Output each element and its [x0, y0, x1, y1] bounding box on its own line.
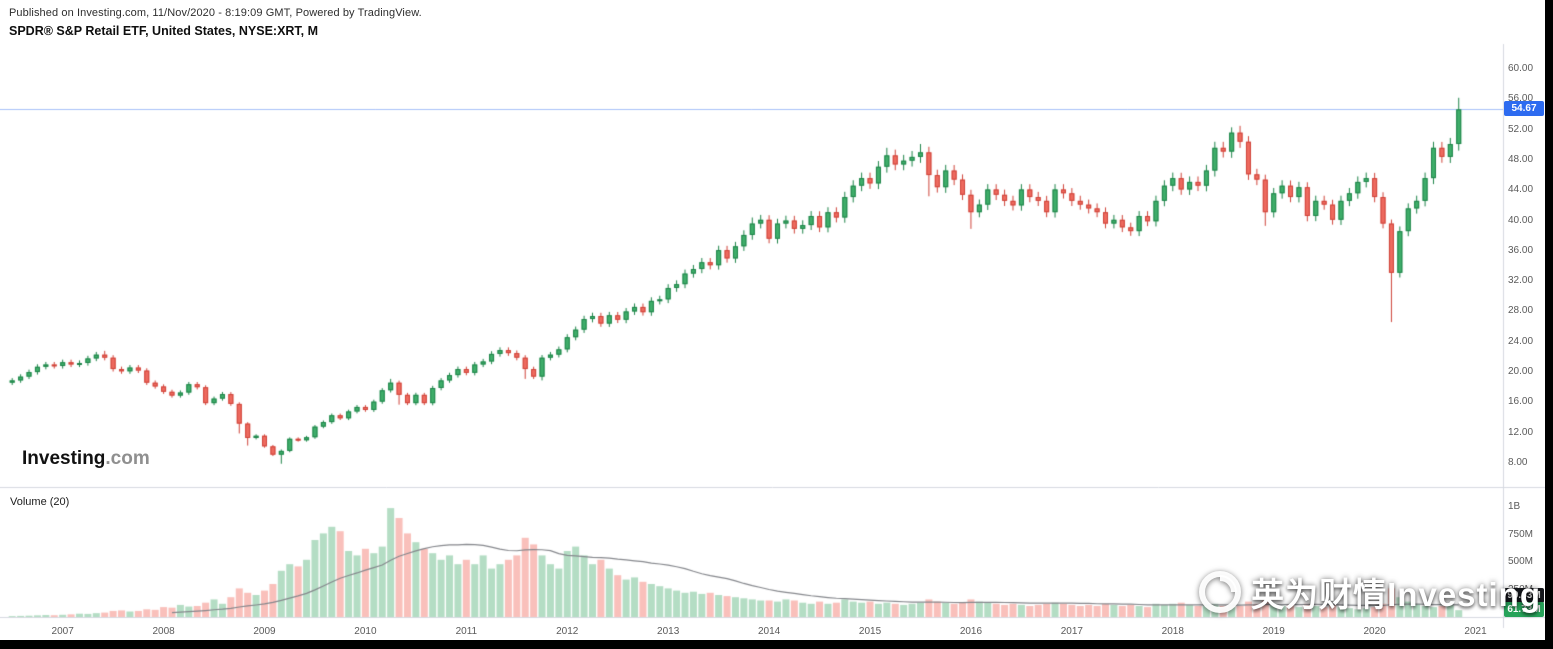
chart-title: SPDR® S&P Retail ETF, United States, NYS… — [9, 24, 319, 38]
watermark: 英为财情Investing — [1198, 568, 1541, 616]
volume-ma-badge: 99.43M — [1504, 588, 1544, 603]
year-tick-label: 2020 — [1363, 626, 1386, 637]
time-axis[interactable]: 2007 2008 2009 2010 2011 2012 2013 2014 2015 2016… — [0, 624, 1503, 641]
last-price-badge: 54.67 — [1504, 101, 1544, 117]
year-tick-label: 2012 — [556, 626, 579, 637]
price-tick-label: 52.00 — [1508, 123, 1534, 135]
right-letterbox — [1545, 0, 1553, 649]
price-tick-label: 16.00 — [1508, 396, 1534, 408]
year-tick-label: 2007 — [51, 626, 74, 637]
price-tick-label: 40.00 — [1508, 214, 1534, 226]
year-tick-label: 2011 — [455, 626, 478, 637]
year-tick-label: 2019 — [1262, 626, 1285, 637]
year-tick-label: 2016 — [959, 626, 983, 637]
price-tick-label: 20.00 — [1508, 366, 1534, 378]
year-tick-label: 2018 — [1161, 626, 1184, 637]
price-tick-label: 36.00 — [1508, 244, 1534, 256]
watermark-text: 英为财情Investing — [1251, 576, 1541, 613]
price-tick-label: 48.00 — [1508, 153, 1534, 165]
year-tick-label: 2014 — [757, 626, 781, 637]
volume-tick-label: 1B — [1508, 501, 1521, 512]
price-axis[interactable]: 60.00 56.00 52.00 48.00 44.00 40.00 36.00 32.00… — [1506, 0, 1545, 649]
year-tick-label: 2017 — [1060, 626, 1083, 637]
investing-logo-suffix: .com — [105, 448, 150, 469]
year-tick-label: 2021 — [1464, 626, 1487, 637]
price-tick-label: 44.00 — [1508, 184, 1534, 196]
volume-indicator-label: Volume (20) — [10, 496, 70, 508]
investing-logo: Investing.com — [22, 448, 150, 470]
year-tick-label: 2013 — [657, 626, 680, 637]
year-tick-label: 2008 — [152, 626, 175, 637]
price-tick-label: 24.00 — [1508, 335, 1534, 347]
price-tick-label: 8.00 — [1508, 457, 1528, 468]
price-tick-label: 56.00 — [1508, 93, 1534, 105]
chart-header: Published on Investing.com, 11/Nov/2020 … — [9, 7, 422, 38]
price-tick-label: 32.00 — [1508, 275, 1534, 287]
published-line: Published on Investing.com, 11/Nov/2020 … — [9, 7, 422, 19]
year-tick-label: 2009 — [253, 626, 276, 637]
volume-tick-label: 750M — [1508, 528, 1534, 540]
volume-axis[interactable]: 1B750M500M250M — [1506, 0, 1545, 649]
price-tick-label: 12.00 — [1508, 426, 1534, 438]
price-tick-label: 28.00 — [1508, 305, 1534, 317]
bottom-letterbox — [0, 640, 1553, 649]
price-tick-label: 60.00 — [1508, 63, 1534, 74]
investing-logo-primary: Investing — [22, 448, 106, 469]
year-tick-label: 2015 — [858, 626, 882, 637]
investing-watermark-icon — [1199, 571, 1242, 613]
current-volume-badge: 61.73M — [1504, 602, 1544, 617]
volume-tick-label: 500M — [1508, 556, 1534, 567]
year-tick-label: 2010 — [354, 626, 377, 637]
